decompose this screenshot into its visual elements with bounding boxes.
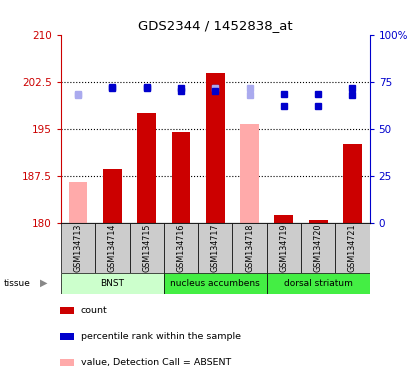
Bar (232, 223, 267, 273)
Title: GDS2344 / 1452838_at: GDS2344 / 1452838_at (138, 19, 293, 32)
Bar (171, 132, 190, 223)
Bar (343, 144, 362, 223)
Bar (267, 223, 301, 273)
Bar (164, 223, 198, 273)
Bar (129, 223, 164, 273)
Bar (103, 169, 122, 223)
Text: GSM134720: GSM134720 (314, 223, 323, 272)
Bar (240, 124, 259, 223)
Bar (206, 73, 225, 223)
Bar (274, 215, 293, 223)
Bar (137, 113, 156, 223)
Text: GSM134717: GSM134717 (211, 223, 220, 272)
Text: count: count (81, 306, 108, 315)
Bar (60, 359, 74, 366)
Text: GSM134715: GSM134715 (142, 223, 151, 272)
Bar (198, 223, 232, 273)
Text: percentile rank within the sample: percentile rank within the sample (81, 332, 241, 341)
Text: nucleus accumbens: nucleus accumbens (171, 279, 260, 288)
Bar (267, 273, 370, 294)
Bar (60, 308, 74, 314)
Text: value, Detection Call = ABSENT: value, Detection Call = ABSENT (81, 358, 231, 367)
Text: ▶: ▶ (40, 278, 47, 288)
Text: tissue: tissue (4, 279, 31, 288)
Bar (68, 182, 87, 223)
Bar (309, 220, 328, 223)
Text: GSM134714: GSM134714 (108, 223, 117, 272)
Bar (61, 223, 95, 273)
Bar (335, 223, 370, 273)
Text: GSM134718: GSM134718 (245, 223, 254, 272)
Bar (95, 223, 129, 273)
Text: GSM134716: GSM134716 (176, 223, 186, 272)
Text: GSM134721: GSM134721 (348, 223, 357, 272)
Bar (164, 273, 267, 294)
Bar (60, 333, 74, 339)
Bar (301, 223, 335, 273)
Bar (61, 273, 164, 294)
Text: dorsal striatum: dorsal striatum (284, 279, 352, 288)
Text: BNST: BNST (100, 279, 124, 288)
Text: GSM134713: GSM134713 (74, 223, 83, 272)
Text: GSM134719: GSM134719 (279, 223, 289, 272)
